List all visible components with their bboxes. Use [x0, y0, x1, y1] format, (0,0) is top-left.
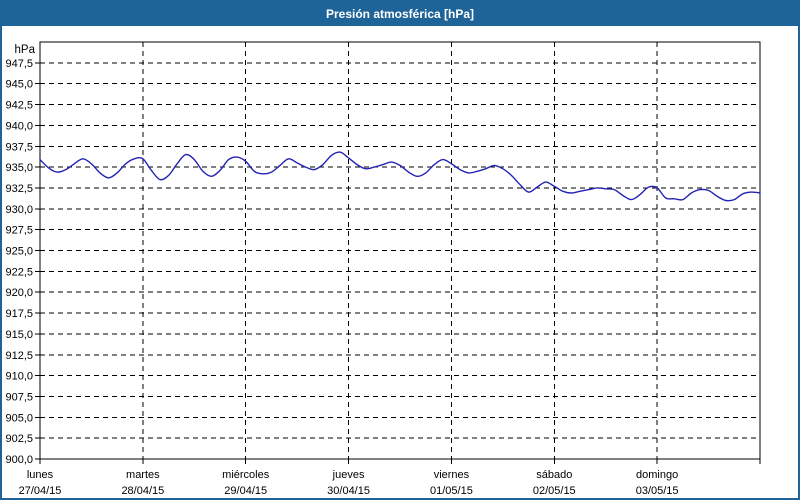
- y-tick-label: 937,5: [5, 141, 33, 153]
- y-tick-label: 927,5: [5, 225, 33, 237]
- y-tick-label: 940,0: [5, 120, 33, 132]
- chart-title: Presión atmosférica [hPa]: [325, 7, 475, 21]
- y-tick-label: 910,0: [5, 371, 33, 383]
- x-day-name-label: miércoles: [222, 469, 270, 481]
- x-day-date-label: 28/04/15: [121, 485, 164, 497]
- y-tick-label: 935,0: [5, 162, 33, 174]
- x-day-date-label: 30/04/15: [327, 485, 370, 497]
- x-day-name-label: jueves: [332, 469, 365, 481]
- y-tick-label: 905,0: [5, 412, 33, 424]
- x-day-date-label: 02/05/15: [533, 485, 576, 497]
- x-day-date-label: 27/04/15: [19, 485, 62, 497]
- x-day-date-label: 29/04/15: [224, 485, 267, 497]
- y-tick-label: 900,0: [5, 454, 33, 466]
- y-tick-label: 917,5: [5, 308, 33, 320]
- y-axis-unit-label: hPa: [15, 44, 36, 56]
- pressure-line-chart: 900,0 902,5 905,0 907,5 910,0 912,5 915,0 917,5…: [5, 41, 761, 497]
- chart-area: 900,0 902,5 905,0 907,5 910,0 912,5 915,0 917,5…: [2, 26, 798, 498]
- title-bar: Presión atmosférica [hPa]: [2, 2, 798, 26]
- x-day-name-label: martes: [126, 469, 160, 481]
- x-day-date-label: 03/05/15: [636, 485, 679, 497]
- x-day-name-label: lunes: [27, 469, 54, 481]
- y-tick-label: 902,5: [5, 433, 33, 445]
- x-day-name-label: sábado: [536, 469, 572, 481]
- y-tick-label: 947,5: [5, 58, 33, 70]
- y-tick-label: 942,5: [5, 100, 33, 112]
- y-tick-label: 922,5: [5, 266, 33, 278]
- y-tick-label: 912,5: [5, 350, 33, 362]
- y-tick-label: 945,0: [5, 79, 33, 91]
- y-tick-label: 932,5: [5, 183, 33, 195]
- x-day-name-label: domingo: [636, 469, 678, 481]
- y-tick-label: 930,0: [5, 204, 33, 216]
- pressure-series-line: [39, 151, 761, 202]
- y-tick-label: 925,0: [5, 246, 33, 258]
- x-day-date-label: 01/05/15: [430, 485, 473, 497]
- y-tick-label: 907,5: [5, 391, 33, 403]
- plot-border: [39, 41, 761, 460]
- y-tick-label: 920,0: [5, 287, 33, 299]
- x-day-name-label: viernes: [434, 469, 470, 481]
- y-tick-label: 915,0: [5, 329, 33, 341]
